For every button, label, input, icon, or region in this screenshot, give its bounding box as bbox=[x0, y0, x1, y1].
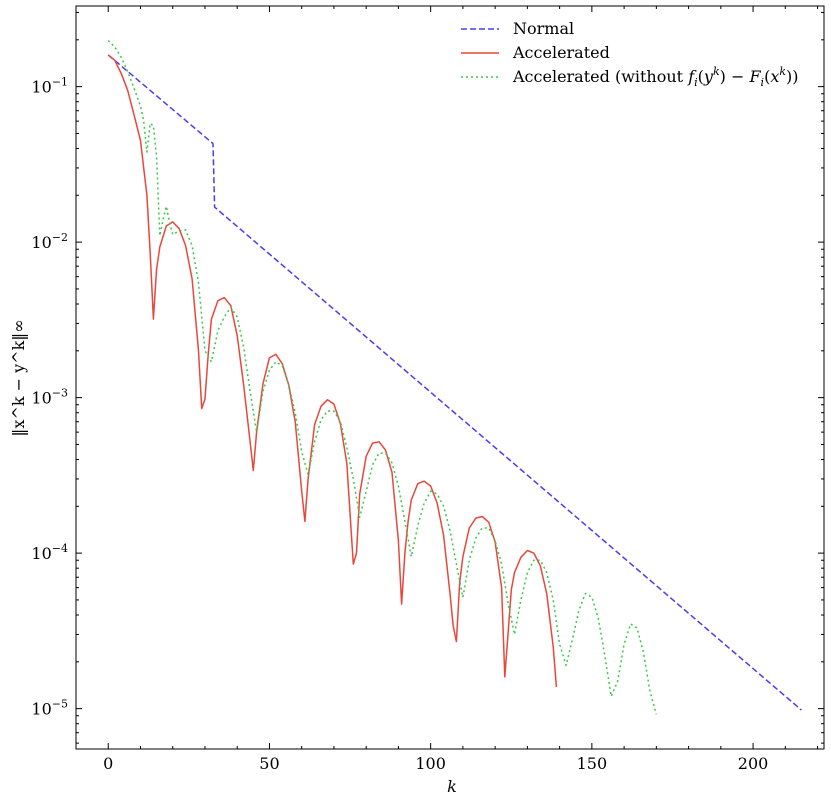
y-tick-label: 10−4 bbox=[31, 542, 68, 563]
y-tick-label: 10−2 bbox=[31, 231, 68, 252]
x-tick-label: 150 bbox=[577, 754, 608, 773]
series-line-1 bbox=[107, 54, 802, 711]
y-tick-label: 10−5 bbox=[31, 698, 68, 719]
y-tick-label: 10−3 bbox=[31, 387, 68, 408]
series-line-3 bbox=[107, 39, 658, 715]
x-axis-label: k bbox=[447, 777, 457, 796]
legend: Normal Accelerated Accelerated (without fi… bbox=[461, 19, 799, 89]
x-tick-label: 100 bbox=[415, 754, 446, 773]
series-layer bbox=[107, 39, 802, 715]
x-tick-label: 200 bbox=[738, 754, 769, 773]
x-axis-label-text: k bbox=[447, 777, 457, 796]
legend-label-1: Normal bbox=[513, 19, 574, 38]
legend-label-3: Accelerated (without fi(yk) − Fi(xk)) bbox=[512, 65, 799, 89]
series-line-2 bbox=[107, 54, 558, 687]
legend-label-2: Accelerated bbox=[512, 43, 610, 62]
x-tick-label: 0 bbox=[103, 754, 113, 773]
y-axis-label: ‖x^k − y^k‖∞ bbox=[9, 319, 28, 436]
tick-labels-layer: 0 50 100 150 200 10−1 10−2 10−3 10−4 10−5 bbox=[31, 76, 768, 773]
y-axis-label-text: ‖x^k − y^k‖∞ bbox=[9, 319, 28, 436]
ticks-layer bbox=[75, 6, 824, 749]
plot-frame bbox=[75, 5, 825, 750]
x-tick-label: 50 bbox=[259, 754, 279, 773]
y-tick-label: 10−1 bbox=[31, 76, 68, 97]
